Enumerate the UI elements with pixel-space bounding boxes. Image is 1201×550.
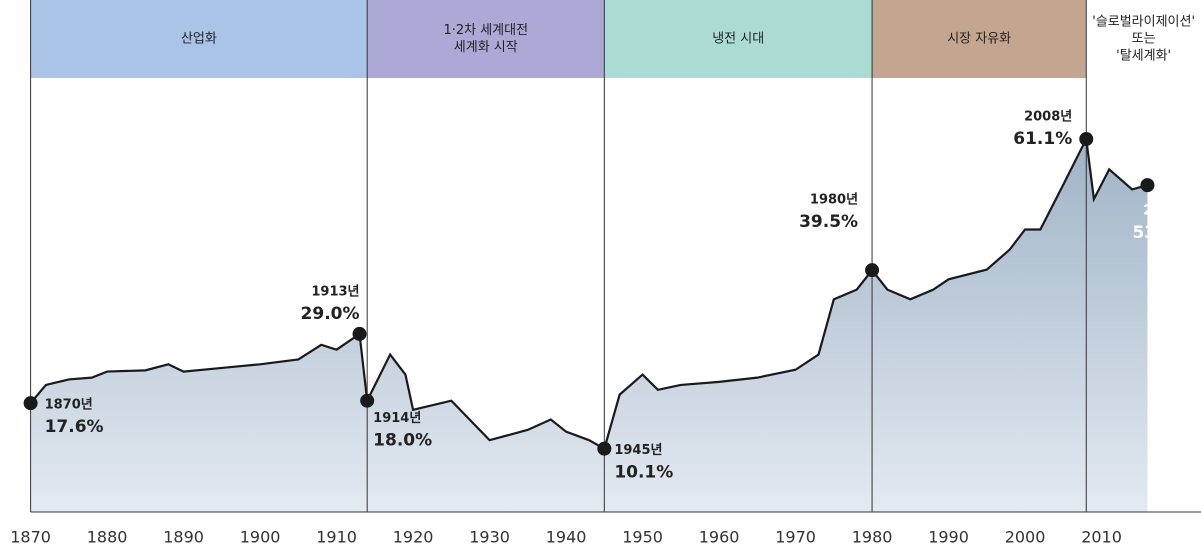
area-fill xyxy=(30,139,1148,513)
era-label: 세계화 시작 xyxy=(454,40,518,55)
era-label: 1·2차 세계대전 xyxy=(443,23,528,38)
x-tick-label: 2000 xyxy=(1005,528,1046,547)
point-marker xyxy=(1079,132,1094,147)
annotation-year: 1913년 xyxy=(311,284,359,299)
point-marker xyxy=(1140,178,1155,193)
annotation-year: 1914년 xyxy=(373,411,421,426)
era-band xyxy=(30,0,368,78)
annotation-value: 17.6% xyxy=(45,417,104,437)
era-label: 산업화 xyxy=(181,32,217,47)
x-tick-label: 1960 xyxy=(699,528,740,547)
era-band xyxy=(1086,0,1201,78)
x-tick-label: 1930 xyxy=(469,528,510,547)
annotation-value: 39.5% xyxy=(799,212,858,232)
x-tick-label: 1980 xyxy=(852,528,893,547)
annotation-value: 29.0% xyxy=(301,304,360,324)
x-tick-label: 1920 xyxy=(393,528,434,547)
era-band xyxy=(367,0,605,78)
data-line xyxy=(29,135,1148,451)
annotation-year: 2016년 xyxy=(1143,204,1191,219)
annotation-year: 1980년 xyxy=(810,193,858,208)
annotation-value: 53.5% xyxy=(1132,223,1191,243)
point-marker xyxy=(360,393,375,408)
x-tick-label: 1910 xyxy=(316,528,357,547)
annotation-year: 2008년 xyxy=(1024,110,1072,125)
annotation-year: 1945년 xyxy=(614,443,662,458)
point-marker xyxy=(865,263,880,278)
annotation-value: 18.0% xyxy=(373,431,432,451)
point-marker xyxy=(23,396,38,411)
x-tick-label: 1890 xyxy=(163,528,204,547)
point-marker xyxy=(352,326,367,341)
x-tick-label: 1950 xyxy=(622,528,663,547)
x-tick-label: 1990 xyxy=(928,528,969,547)
x-tick-label: 1900 xyxy=(240,528,281,547)
annotation-value: 10.1% xyxy=(614,463,673,483)
era-band xyxy=(604,0,873,78)
x-tick-label: 2010 xyxy=(1081,528,1122,547)
x-tick-label: 1870 xyxy=(10,528,51,547)
annotation-year: 1870년 xyxy=(45,398,93,413)
era-band xyxy=(872,0,1087,78)
era-label: 냉전 시대 xyxy=(712,32,764,47)
x-tick-label: 1970 xyxy=(775,528,816,547)
point-marker xyxy=(597,441,612,456)
x-tick-label: 1940 xyxy=(546,528,587,547)
era-label: '탈세계화' xyxy=(1116,49,1171,64)
era-label: 시장 자유화 xyxy=(947,32,1011,47)
era-label: '슬로벌라이제이션' xyxy=(1092,15,1195,30)
era-label: 또는 xyxy=(1132,32,1156,47)
annotation-value: 61.1% xyxy=(1013,129,1072,149)
x-tick-label: 1880 xyxy=(87,528,128,547)
